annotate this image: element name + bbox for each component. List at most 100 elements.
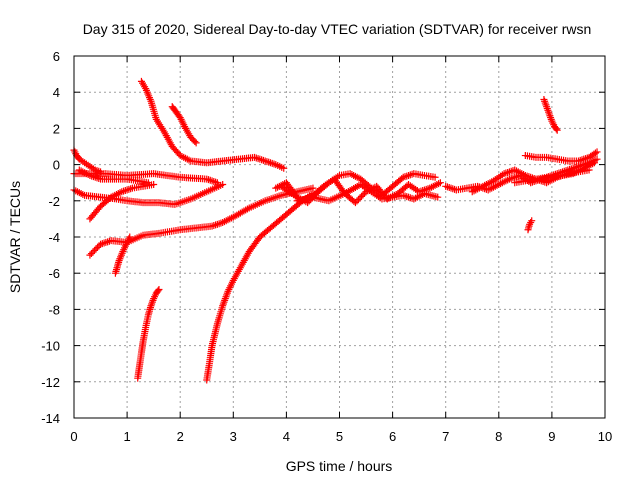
- x-tick-label: 3: [230, 429, 237, 444]
- y-tick-label: 6: [53, 49, 60, 64]
- data-point: [445, 184, 453, 192]
- data-point: [212, 221, 220, 229]
- data-point: [89, 248, 97, 256]
- data-point: [359, 191, 367, 199]
- data-point: [593, 155, 601, 163]
- data-point: [258, 156, 266, 164]
- series-track-8: [134, 285, 163, 382]
- data-point: [208, 177, 216, 185]
- x-tick-label: 4: [283, 429, 290, 444]
- chart-title: Day 315 of 2020, Sidereal Day-to-day VTE…: [83, 21, 592, 37]
- data-point: [552, 125, 560, 133]
- y-axis-label: SDTVAR / TECUs: [7, 181, 23, 293]
- data-point: [351, 199, 359, 207]
- data-point: [205, 176, 213, 184]
- series-track-3: [75, 166, 152, 187]
- data-point: [261, 157, 269, 165]
- x-tick-label: 5: [336, 429, 343, 444]
- x-tick-label: 6: [389, 429, 396, 444]
- data-point: [104, 238, 112, 246]
- data-point: [192, 139, 200, 147]
- data-point: [94, 243, 102, 251]
- data-point: [212, 178, 220, 186]
- data-point: [126, 233, 134, 241]
- data-point: [210, 222, 218, 230]
- data-point: [191, 138, 199, 146]
- data-point: [591, 149, 599, 157]
- data-point: [102, 238, 110, 246]
- series-track-6: [86, 184, 317, 259]
- data-point: [436, 179, 444, 187]
- series-track-11: [203, 190, 317, 384]
- y-tick-label: -12: [41, 375, 60, 390]
- data-point: [206, 176, 214, 184]
- series-track-14: [293, 181, 442, 205]
- y-tick-label: 2: [53, 121, 60, 136]
- series-track-10: [168, 103, 200, 147]
- data-point: [252, 154, 260, 162]
- data-point: [123, 186, 131, 194]
- plot-frame: [73, 55, 606, 419]
- data-point: [434, 193, 442, 201]
- data-point: [265, 158, 273, 166]
- grid-layer: [74, 56, 605, 418]
- data-point: [90, 246, 98, 254]
- x-tick-label: 2: [177, 429, 184, 444]
- data-point: [92, 245, 100, 253]
- data-point: [266, 159, 274, 167]
- x-tick-label: 7: [442, 429, 449, 444]
- series-track-9: [137, 77, 288, 172]
- y-tick-label: -14: [41, 411, 60, 426]
- y-tick-label: 4: [53, 85, 60, 100]
- y-tick-label: -10: [41, 339, 60, 354]
- data-point: [280, 164, 288, 172]
- data-point: [150, 181, 158, 189]
- data-point: [405, 171, 413, 179]
- data-point: [442, 182, 450, 190]
- y-tick-label: -6: [48, 266, 60, 281]
- data-point: [443, 183, 451, 191]
- data-point: [403, 193, 411, 201]
- data-point: [127, 185, 135, 193]
- data-point: [449, 185, 457, 193]
- series-track-4: [70, 181, 227, 208]
- data-point: [86, 251, 94, 259]
- data-point: [357, 192, 365, 200]
- data-points-layer: [70, 77, 601, 384]
- data-point: [431, 173, 439, 181]
- y-tick-label: -4: [48, 230, 60, 245]
- x-tick-label: 8: [495, 429, 502, 444]
- series-track-17: [521, 148, 601, 165]
- data-point: [356, 194, 364, 202]
- data-point: [87, 250, 95, 258]
- series-track-18: [511, 155, 601, 187]
- data-point: [125, 185, 133, 193]
- data-point: [553, 126, 561, 134]
- series-track-5: [86, 181, 158, 223]
- series-track-7: [111, 233, 134, 277]
- x-tick-label: 10: [598, 429, 612, 444]
- data-point: [447, 184, 455, 192]
- data-point: [401, 192, 409, 200]
- y-tick-label: -2: [48, 194, 60, 209]
- data-point: [256, 155, 264, 163]
- series-track-19: [524, 217, 536, 234]
- data-point: [213, 220, 221, 228]
- x-axis-label: GPS time / hours: [286, 458, 393, 474]
- data-point: [354, 196, 362, 204]
- data-point: [304, 199, 312, 207]
- data-point: [528, 217, 536, 225]
- y-tick-label: 0: [53, 158, 60, 173]
- data-point: [406, 171, 414, 179]
- data-point: [593, 148, 601, 156]
- data-point: [155, 285, 163, 293]
- data-point: [353, 197, 361, 205]
- x-tick-label: 0: [70, 429, 77, 444]
- data-point: [585, 166, 593, 174]
- data-point: [405, 193, 413, 201]
- y-tick-label: -8: [48, 302, 60, 317]
- x-tick-label: 1: [123, 429, 130, 444]
- series-track-20: [540, 95, 561, 134]
- data-point: [259, 156, 267, 164]
